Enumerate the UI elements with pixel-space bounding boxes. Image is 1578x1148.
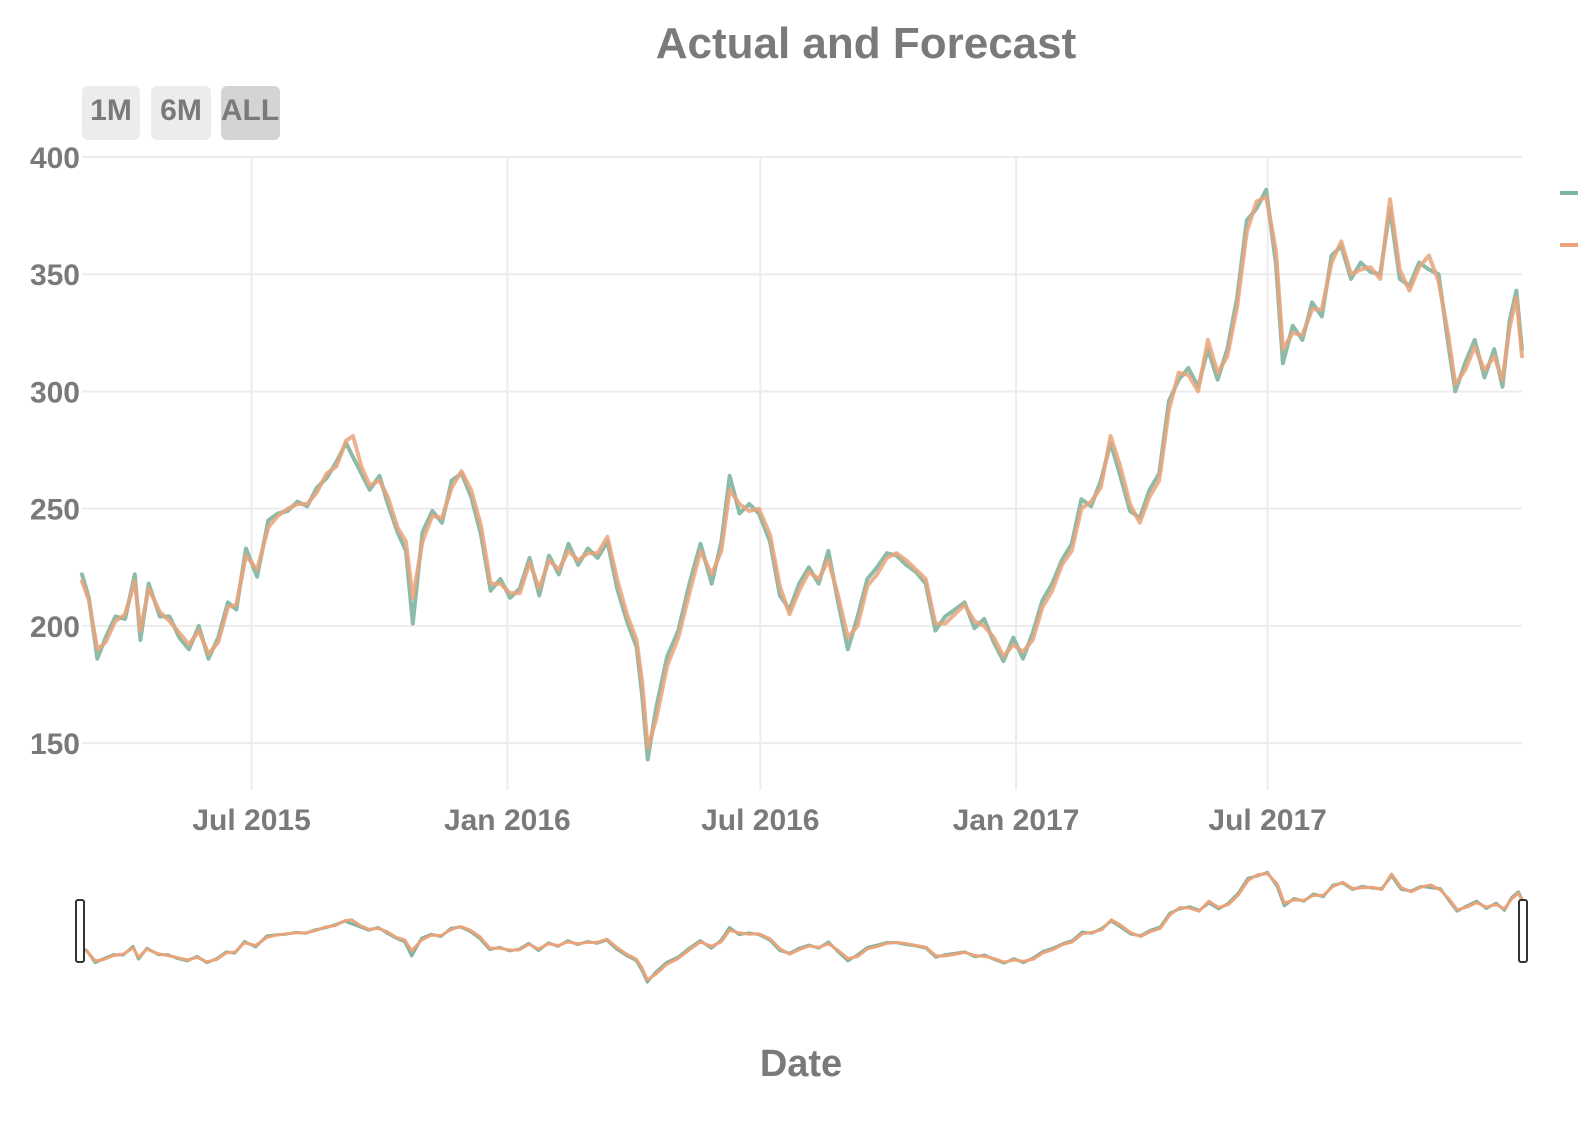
y-tick-label: 200 (30, 611, 80, 644)
x-axis-title: Date (760, 1043, 842, 1085)
range-selector: 1M 6M ALL (82, 86, 280, 140)
x-tick-label: Jul 2017 (1208, 804, 1326, 837)
slider-handle-right[interactable] (1518, 899, 1528, 963)
range-button-all-label: ALL (221, 94, 279, 127)
plot-series (80, 187, 1524, 762)
gridlines (82, 156, 1522, 790)
slider-series-line-2 (78, 872, 1526, 982)
y-tick-label: 400 (30, 142, 80, 175)
y-tick-label: 250 (30, 494, 80, 527)
range-button-all[interactable]: ALL (221, 86, 280, 140)
y-axis-ticks: 150 200 250 300 350 400 (30, 142, 80, 761)
x-tick-label: Jul 2016 (701, 804, 819, 837)
range-slider[interactable] (75, 870, 1528, 984)
range-button-1m-label: 1M (90, 94, 132, 127)
range-button-1m-bg (82, 86, 140, 140)
range-button-all-bg (221, 86, 280, 140)
y-tick-label: 350 (30, 259, 80, 292)
slider-handle-left[interactable] (75, 899, 85, 963)
y-tick-label: 300 (30, 376, 80, 409)
range-button-1m[interactable]: 1M (82, 86, 140, 140)
chart-title: Actual and Forecast (656, 19, 1077, 68)
series-line-2 (80, 194, 1524, 750)
x-tick-label: Jan 2017 (953, 804, 1080, 837)
range-button-6m[interactable]: 6M (151, 86, 211, 140)
legend[interactable] (1560, 191, 1578, 247)
x-tick-label: Jul 2015 (192, 804, 310, 837)
slider-series-line-1 (78, 870, 1526, 984)
series-line-1 (80, 187, 1524, 762)
x-axis-ticks: Jul 2015 Jan 2016 Jul 2016 Jan 2017 Jul 2017 (192, 804, 1326, 837)
y-tick-label: 150 (30, 728, 80, 761)
range-button-6m-label: 6M (160, 94, 202, 127)
range-button-6m-bg (151, 86, 211, 140)
x-tick-label: Jan 2016 (444, 804, 571, 837)
